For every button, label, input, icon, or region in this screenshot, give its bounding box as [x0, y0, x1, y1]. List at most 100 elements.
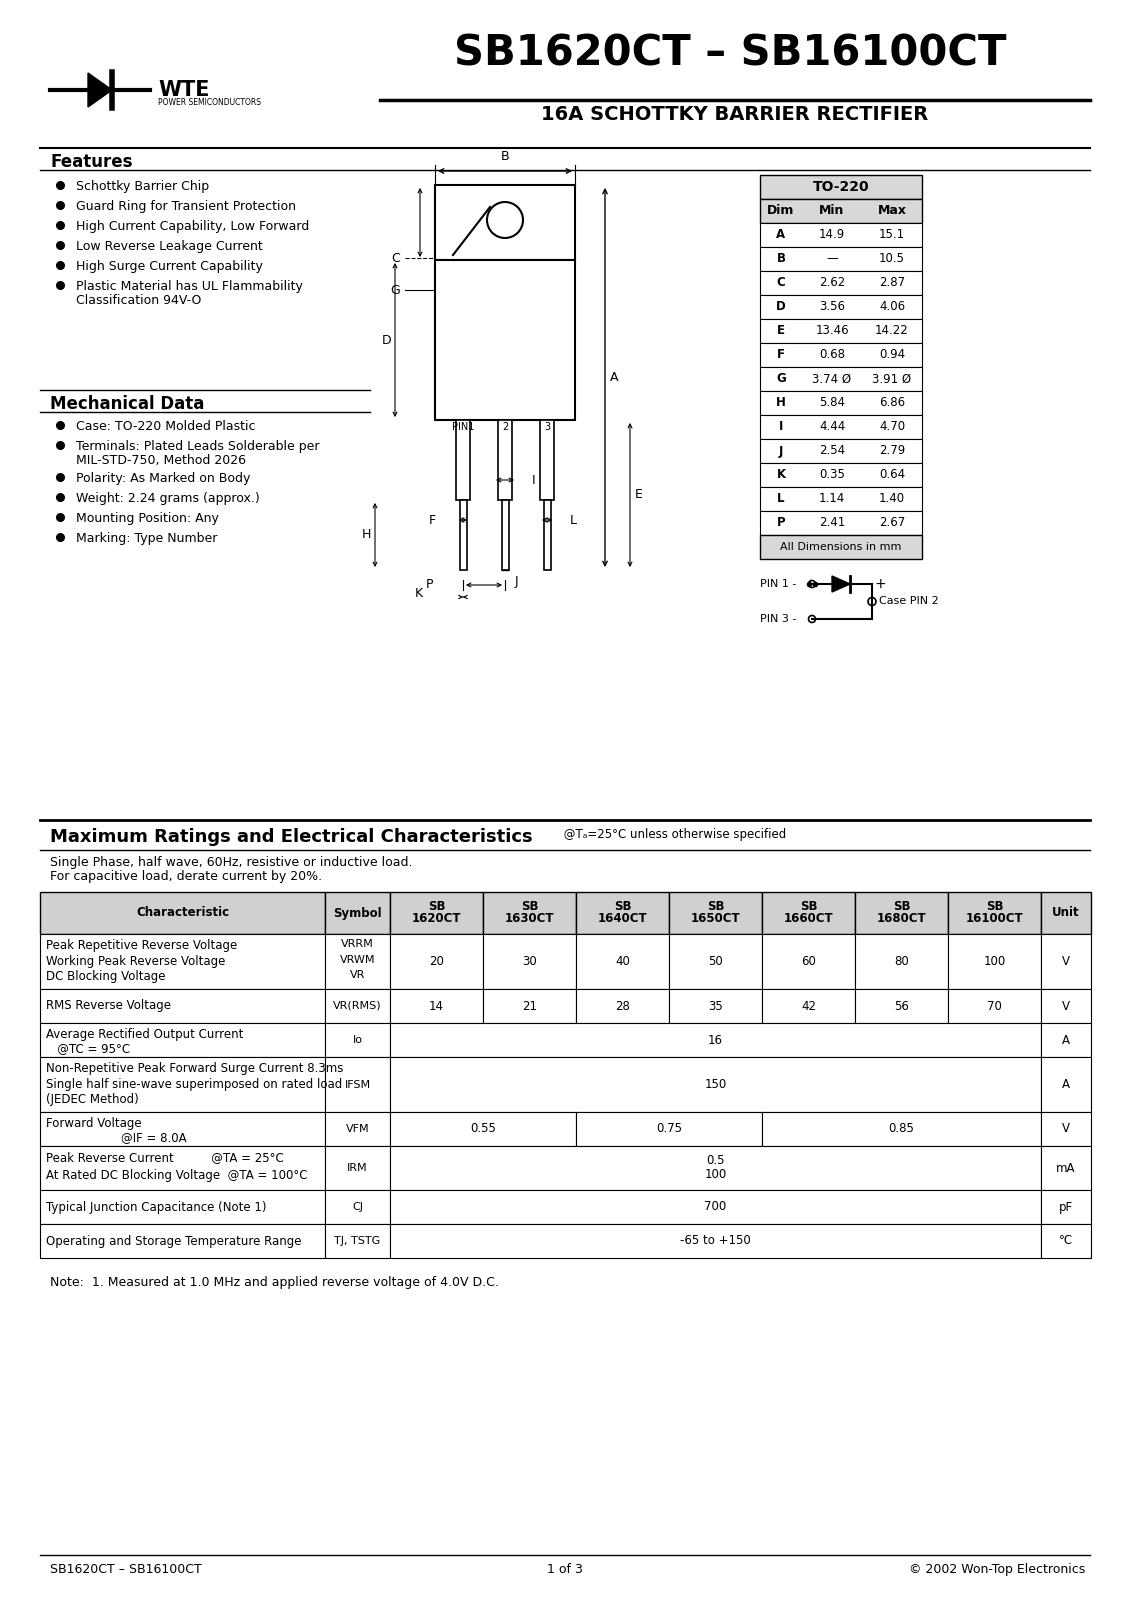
Text: 40: 40	[615, 955, 630, 968]
Text: 2.54: 2.54	[819, 445, 845, 458]
Bar	[855, 989, 948, 1022]
Text: 28: 28	[615, 1000, 630, 1013]
Bar	[483, 934, 576, 989]
Text: H: H	[776, 397, 786, 410]
Text: Marking: Type Number: Marking: Type Number	[76, 531, 217, 546]
Bar	[1041, 893, 1091, 934]
Bar	[948, 934, 1041, 989]
Bar	[390, 989, 483, 1022]
Text: SB: SB	[800, 899, 818, 914]
Text: SB: SB	[428, 899, 446, 914]
Text: 16A SCHOTTKY BARRIER RECTIFIER: 16A SCHOTTKY BARRIER RECTIFIER	[542, 106, 929, 125]
Text: Case PIN 2: Case PIN 2	[879, 597, 939, 606]
Bar	[1041, 989, 1091, 1022]
Bar	[40, 1146, 325, 1190]
Text: A: A	[1062, 1078, 1070, 1091]
Text: 4.70: 4.70	[879, 421, 905, 434]
Bar	[760, 510, 922, 534]
Bar	[948, 893, 1041, 934]
Text: IFSM: IFSM	[345, 1080, 371, 1090]
Text: Dim: Dim	[767, 205, 795, 218]
Text: VRRM: VRRM	[342, 939, 374, 949]
Text: I: I	[532, 474, 536, 486]
Text: 5.84: 5.84	[819, 397, 845, 410]
Text: P: P	[425, 579, 433, 592]
Text: +: +	[875, 578, 887, 590]
Polygon shape	[88, 74, 112, 107]
Text: Schottky Barrier Chip: Schottky Barrier Chip	[76, 179, 209, 194]
Text: TO-220: TO-220	[813, 179, 870, 194]
Text: pF: pF	[1059, 1200, 1073, 1213]
Text: 2.87: 2.87	[879, 277, 905, 290]
Text: G: G	[390, 283, 400, 296]
Text: (JEDEC Method): (JEDEC Method)	[46, 1093, 139, 1107]
Text: Non-Repetitive Peak Forward Surge Current 8.3ms: Non-Repetitive Peak Forward Surge Curren…	[46, 1062, 344, 1075]
Text: VR(RMS): VR(RMS)	[334, 1002, 382, 1011]
Text: C: C	[777, 277, 785, 290]
Bar	[460, 499, 467, 570]
Text: 2.67: 2.67	[879, 517, 905, 530]
Text: 3.56: 3.56	[819, 301, 845, 314]
Text: For capacitive load, derate current by 20%.: For capacitive load, derate current by 2…	[50, 870, 322, 883]
Text: V: V	[1062, 1000, 1070, 1013]
Text: A: A	[777, 229, 786, 242]
Text: F: F	[777, 349, 785, 362]
Text: L: L	[570, 514, 577, 526]
Text: 3: 3	[544, 422, 550, 432]
Text: B: B	[501, 150, 509, 163]
Bar	[40, 989, 325, 1022]
Bar	[40, 1112, 325, 1146]
Text: 1650CT: 1650CT	[691, 912, 741, 925]
Text: G: G	[776, 373, 786, 386]
Text: 2.79: 2.79	[879, 445, 905, 458]
Text: F: F	[429, 514, 435, 526]
Text: A: A	[610, 371, 619, 384]
Bar	[760, 342, 922, 366]
Text: H: H	[362, 528, 371, 541]
Bar	[498, 419, 512, 499]
Text: PIN1: PIN1	[451, 422, 474, 432]
Text: SB: SB	[707, 899, 724, 914]
Text: Plastic Material has UL Flammability: Plastic Material has UL Flammability	[76, 280, 303, 293]
Text: 1680CT: 1680CT	[877, 912, 926, 925]
Text: @TC = 95°C: @TC = 95°C	[46, 1042, 130, 1054]
Text: 0.35: 0.35	[819, 469, 845, 482]
Text: 80: 80	[895, 955, 909, 968]
Text: Peak Reverse Current          @TA = 25°C: Peak Reverse Current @TA = 25°C	[46, 1150, 284, 1165]
Text: 16100CT: 16100CT	[966, 912, 1024, 925]
Bar	[483, 989, 576, 1022]
Bar	[40, 1190, 325, 1224]
Text: PIN 1 -: PIN 1 -	[760, 579, 796, 589]
Text: 150: 150	[705, 1078, 726, 1091]
Bar	[325, 934, 390, 989]
Text: —: —	[826, 253, 838, 266]
Text: 2: 2	[502, 422, 508, 432]
Text: Single Phase, half wave, 60Hz, resistive or inductive load.: Single Phase, half wave, 60Hz, resistive…	[50, 856, 413, 869]
Bar	[325, 1112, 390, 1146]
Bar	[1041, 1146, 1091, 1190]
Bar	[760, 198, 922, 222]
Bar	[948, 989, 1041, 1022]
Bar	[1041, 934, 1091, 989]
Text: 0.55: 0.55	[470, 1123, 495, 1136]
Text: 13.46: 13.46	[815, 325, 848, 338]
Text: 2.62: 2.62	[819, 277, 845, 290]
Text: 1.14: 1.14	[819, 493, 845, 506]
Bar	[670, 893, 762, 934]
Text: 3.74 Ø: 3.74 Ø	[812, 373, 852, 386]
Text: VR: VR	[349, 971, 365, 981]
Text: 15.1: 15.1	[879, 229, 905, 242]
Bar	[1041, 1112, 1091, 1146]
Text: 4.44: 4.44	[819, 421, 845, 434]
Bar	[390, 1058, 1041, 1112]
Bar	[760, 366, 922, 390]
Bar	[760, 222, 922, 246]
Text: 0.85: 0.85	[889, 1123, 915, 1136]
Text: Terminals: Plated Leads Solderable per: Terminals: Plated Leads Solderable per	[76, 440, 319, 453]
Bar	[760, 462, 922, 486]
Text: Mounting Position: Any: Mounting Position: Any	[76, 512, 219, 525]
Bar	[325, 1022, 390, 1058]
Text: 4.06: 4.06	[879, 301, 905, 314]
Text: @IF = 8.0A: @IF = 8.0A	[46, 1131, 187, 1144]
Bar	[390, 1022, 1041, 1058]
